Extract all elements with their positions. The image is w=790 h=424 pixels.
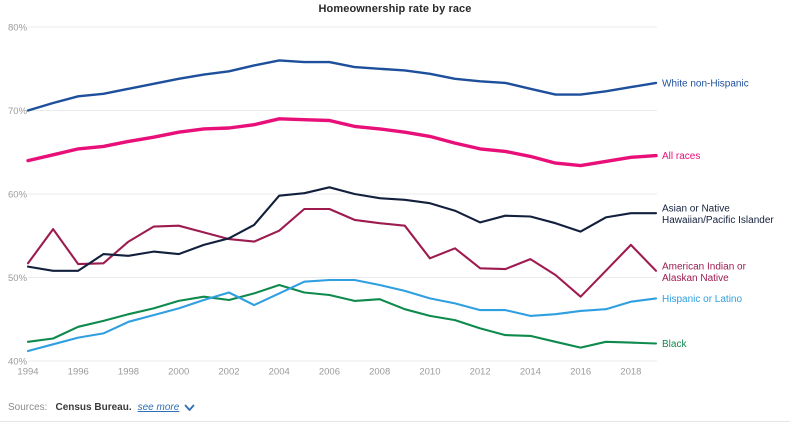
series-line-asian-or-native-hawaiian-pacific-islander — [26, 186, 658, 272]
series-label-asian-or-native-hawaiian-pacific-islander: Asian or Native Hawaiian/Pacific Islander — [662, 204, 774, 227]
x-axis-label-2018: 2018 — [620, 367, 641, 378]
series-label-black: Black — [662, 339, 687, 350]
y-axis-label-40: 40% — [8, 357, 28, 368]
series-label-hispanic-or-latino: Hispanic or Latino — [662, 294, 742, 305]
series-line-black — [26, 283, 658, 349]
x-axis-label-2000: 2000 — [168, 367, 189, 378]
series-line-white-non-hispanic — [26, 59, 658, 112]
x-axis-label-2008: 2008 — [369, 367, 390, 378]
sources-label: Sources: — [8, 402, 48, 413]
x-axis-label-1994: 1994 — [17, 367, 38, 378]
x-axis-label-2012: 2012 — [470, 367, 491, 378]
series-label-white-non-hispanic: White non-Hispanic — [662, 78, 749, 89]
see-more-link[interactable]: see more — [138, 401, 196, 415]
bottom-divider — [0, 421, 790, 422]
y-axis-label-80: 80% — [8, 23, 28, 34]
x-axis-label-2016: 2016 — [570, 367, 591, 378]
series-label-all-races: All races — [662, 151, 700, 162]
x-axis-label-2006: 2006 — [319, 367, 340, 378]
chevron-down-icon — [184, 404, 195, 411]
y-axis-label-70: 70% — [8, 106, 28, 117]
x-axis-label-1996: 1996 — [68, 367, 89, 378]
x-axis-label-2014: 2014 — [520, 367, 541, 378]
x-axis-label-2010: 2010 — [419, 367, 440, 378]
x-axis-label-1998: 1998 — [118, 367, 139, 378]
series-line-all-races — [26, 117, 658, 168]
sources-footer: Sources: Census Bureau. see more — [8, 401, 195, 415]
series-line-american-indian-or-alaskan-native — [26, 207, 658, 298]
y-axis-label-50: 50% — [8, 273, 28, 284]
series-label-american-indian-or-alaskan-native: American Indian or Alaskan Native — [662, 261, 747, 284]
see-more-label: see more — [137, 402, 180, 413]
source-name: Census Bureau. — [55, 402, 132, 413]
y-axis-label-60: 60% — [8, 190, 28, 201]
chart-title: Homeownership rate by race — [318, 3, 472, 15]
x-axis-label-2004: 2004 — [269, 367, 290, 378]
homeownership-line-chart: 80% 70% 60% 50% 40%1994 1996 1998 2000 2002 2004 2… — [8, 23, 774, 378]
x-axis-label-2002: 2002 — [218, 367, 239, 378]
series-line-hispanic-or-latino — [26, 278, 658, 353]
